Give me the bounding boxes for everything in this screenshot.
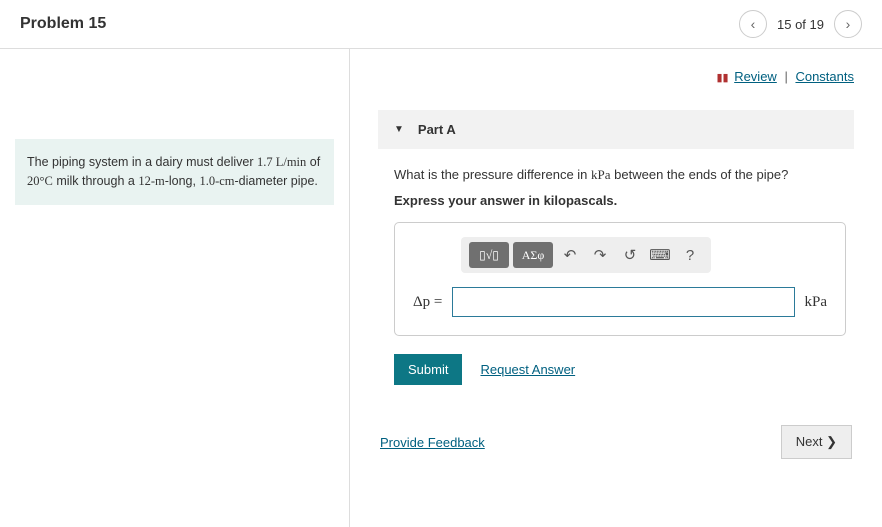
redo-button[interactable]: ↷ bbox=[587, 242, 613, 268]
separator: | bbox=[784, 69, 787, 84]
reset-button[interactable]: ↺ bbox=[617, 242, 643, 268]
instruction-text: Express your answer in kilopascals. bbox=[394, 193, 854, 208]
problem-value: 20°C bbox=[27, 174, 53, 188]
top-links: ▮▮ Review | Constants bbox=[378, 69, 854, 84]
question-pre: What is the pressure difference in bbox=[394, 167, 591, 182]
templates-button[interactable]: ▯√▯ bbox=[469, 242, 509, 268]
problem-value: 12-m bbox=[138, 174, 164, 188]
request-answer-link[interactable]: Request Answer bbox=[480, 362, 575, 377]
problem-text: of bbox=[306, 155, 320, 169]
problem-value: 1.0-cm bbox=[199, 174, 234, 188]
constants-link[interactable]: Constants bbox=[795, 69, 854, 84]
problem-text: The piping system in a dairy must delive… bbox=[27, 155, 257, 169]
problem-text: -diameter pipe. bbox=[235, 174, 318, 188]
answer-unit: kPa bbox=[805, 294, 828, 311]
question-text: What is the pressure difference in kPa b… bbox=[394, 167, 854, 183]
question-unit: kPa bbox=[591, 167, 611, 182]
review-link[interactable]: Review bbox=[734, 69, 777, 84]
part-label: Part A bbox=[418, 122, 456, 137]
keyboard-button[interactable]: ⌨ bbox=[647, 242, 673, 268]
part-header[interactable]: ▼ Part A bbox=[378, 110, 854, 149]
answer-input[interactable] bbox=[452, 287, 794, 317]
problem-nav: ‹ 15 of 19 › bbox=[739, 10, 862, 38]
caret-down-icon: ▼ bbox=[394, 124, 404, 135]
submit-button[interactable]: Submit bbox=[394, 354, 462, 385]
answer-box: ▯√▯ ΑΣφ ↶ ↷ ↺ ⌨ ? Δp = kPa bbox=[394, 222, 846, 336]
provide-feedback-link[interactable]: Provide Feedback bbox=[380, 435, 485, 450]
equation-toolbar: ▯√▯ ΑΣφ ↶ ↷ ↺ ⌨ ? bbox=[461, 237, 711, 273]
prev-button[interactable]: ‹ bbox=[739, 10, 767, 38]
book-icon: ▮▮ bbox=[716, 72, 728, 84]
nav-count: 15 of 19 bbox=[777, 17, 824, 32]
next-button[interactable]: › bbox=[834, 10, 862, 38]
undo-button[interactable]: ↶ bbox=[557, 242, 583, 268]
next-part-button[interactable]: Next ❯ bbox=[781, 425, 852, 459]
problem-value: 1.7 L/min bbox=[257, 155, 306, 169]
help-button[interactable]: ? bbox=[677, 242, 703, 268]
problem-statement: The piping system in a dairy must delive… bbox=[15, 139, 334, 205]
question-post: between the ends of the pipe? bbox=[611, 167, 789, 182]
greek-button[interactable]: ΑΣφ bbox=[513, 242, 553, 268]
answer-lhs: Δp = bbox=[413, 294, 442, 311]
problem-text: milk through a bbox=[53, 174, 138, 188]
problem-title: Problem 15 bbox=[20, 15, 106, 33]
problem-text: -long, bbox=[165, 174, 200, 188]
